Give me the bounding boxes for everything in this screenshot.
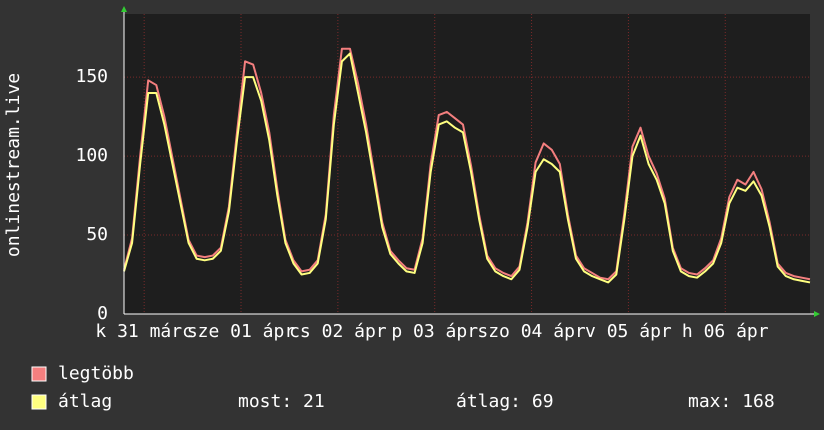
legend-label: legtöbb [58, 363, 134, 384]
legend-swatch [31, 394, 47, 410]
x-tick-label: h 06 ápr [682, 321, 769, 342]
x-tick-label: szo 04 ápr [477, 321, 586, 342]
stat-label: max: [688, 391, 731, 412]
stat-label: most: [238, 391, 292, 412]
x-tick-label: sze 01 ápr [187, 321, 296, 342]
x-tick-label: k 31 márc [95, 321, 193, 342]
arrow [814, 311, 820, 317]
x-tick-label: cs 02 ápr [289, 321, 387, 342]
x-tick-label: v 05 ápr [585, 321, 672, 342]
stat-value: 168 [742, 391, 775, 412]
y-tick-label: 0 [97, 303, 108, 324]
lines [123, 47, 811, 284]
legend-label: átlag [58, 391, 112, 412]
plot-area [124, 14, 810, 314]
stat: most: 21 [238, 391, 325, 412]
stat: átlag: 69 [456, 391, 554, 412]
y-tick-label: 100 [75, 145, 108, 166]
stat-value: 69 [532, 391, 554, 412]
x-tick-label: p 03 ápr [391, 321, 478, 342]
stat-value: 21 [303, 391, 325, 412]
y-tick-label: 150 [75, 66, 108, 87]
stat-label: átlag: [456, 391, 521, 412]
arrow [121, 6, 127, 12]
series-line [123, 47, 811, 281]
y-tick-label: 50 [86, 224, 108, 245]
series-line [123, 52, 811, 284]
legend-swatch [31, 366, 47, 382]
stat: max: 168 [688, 391, 775, 412]
y-axis-label: onlinestream.live [3, 73, 24, 257]
